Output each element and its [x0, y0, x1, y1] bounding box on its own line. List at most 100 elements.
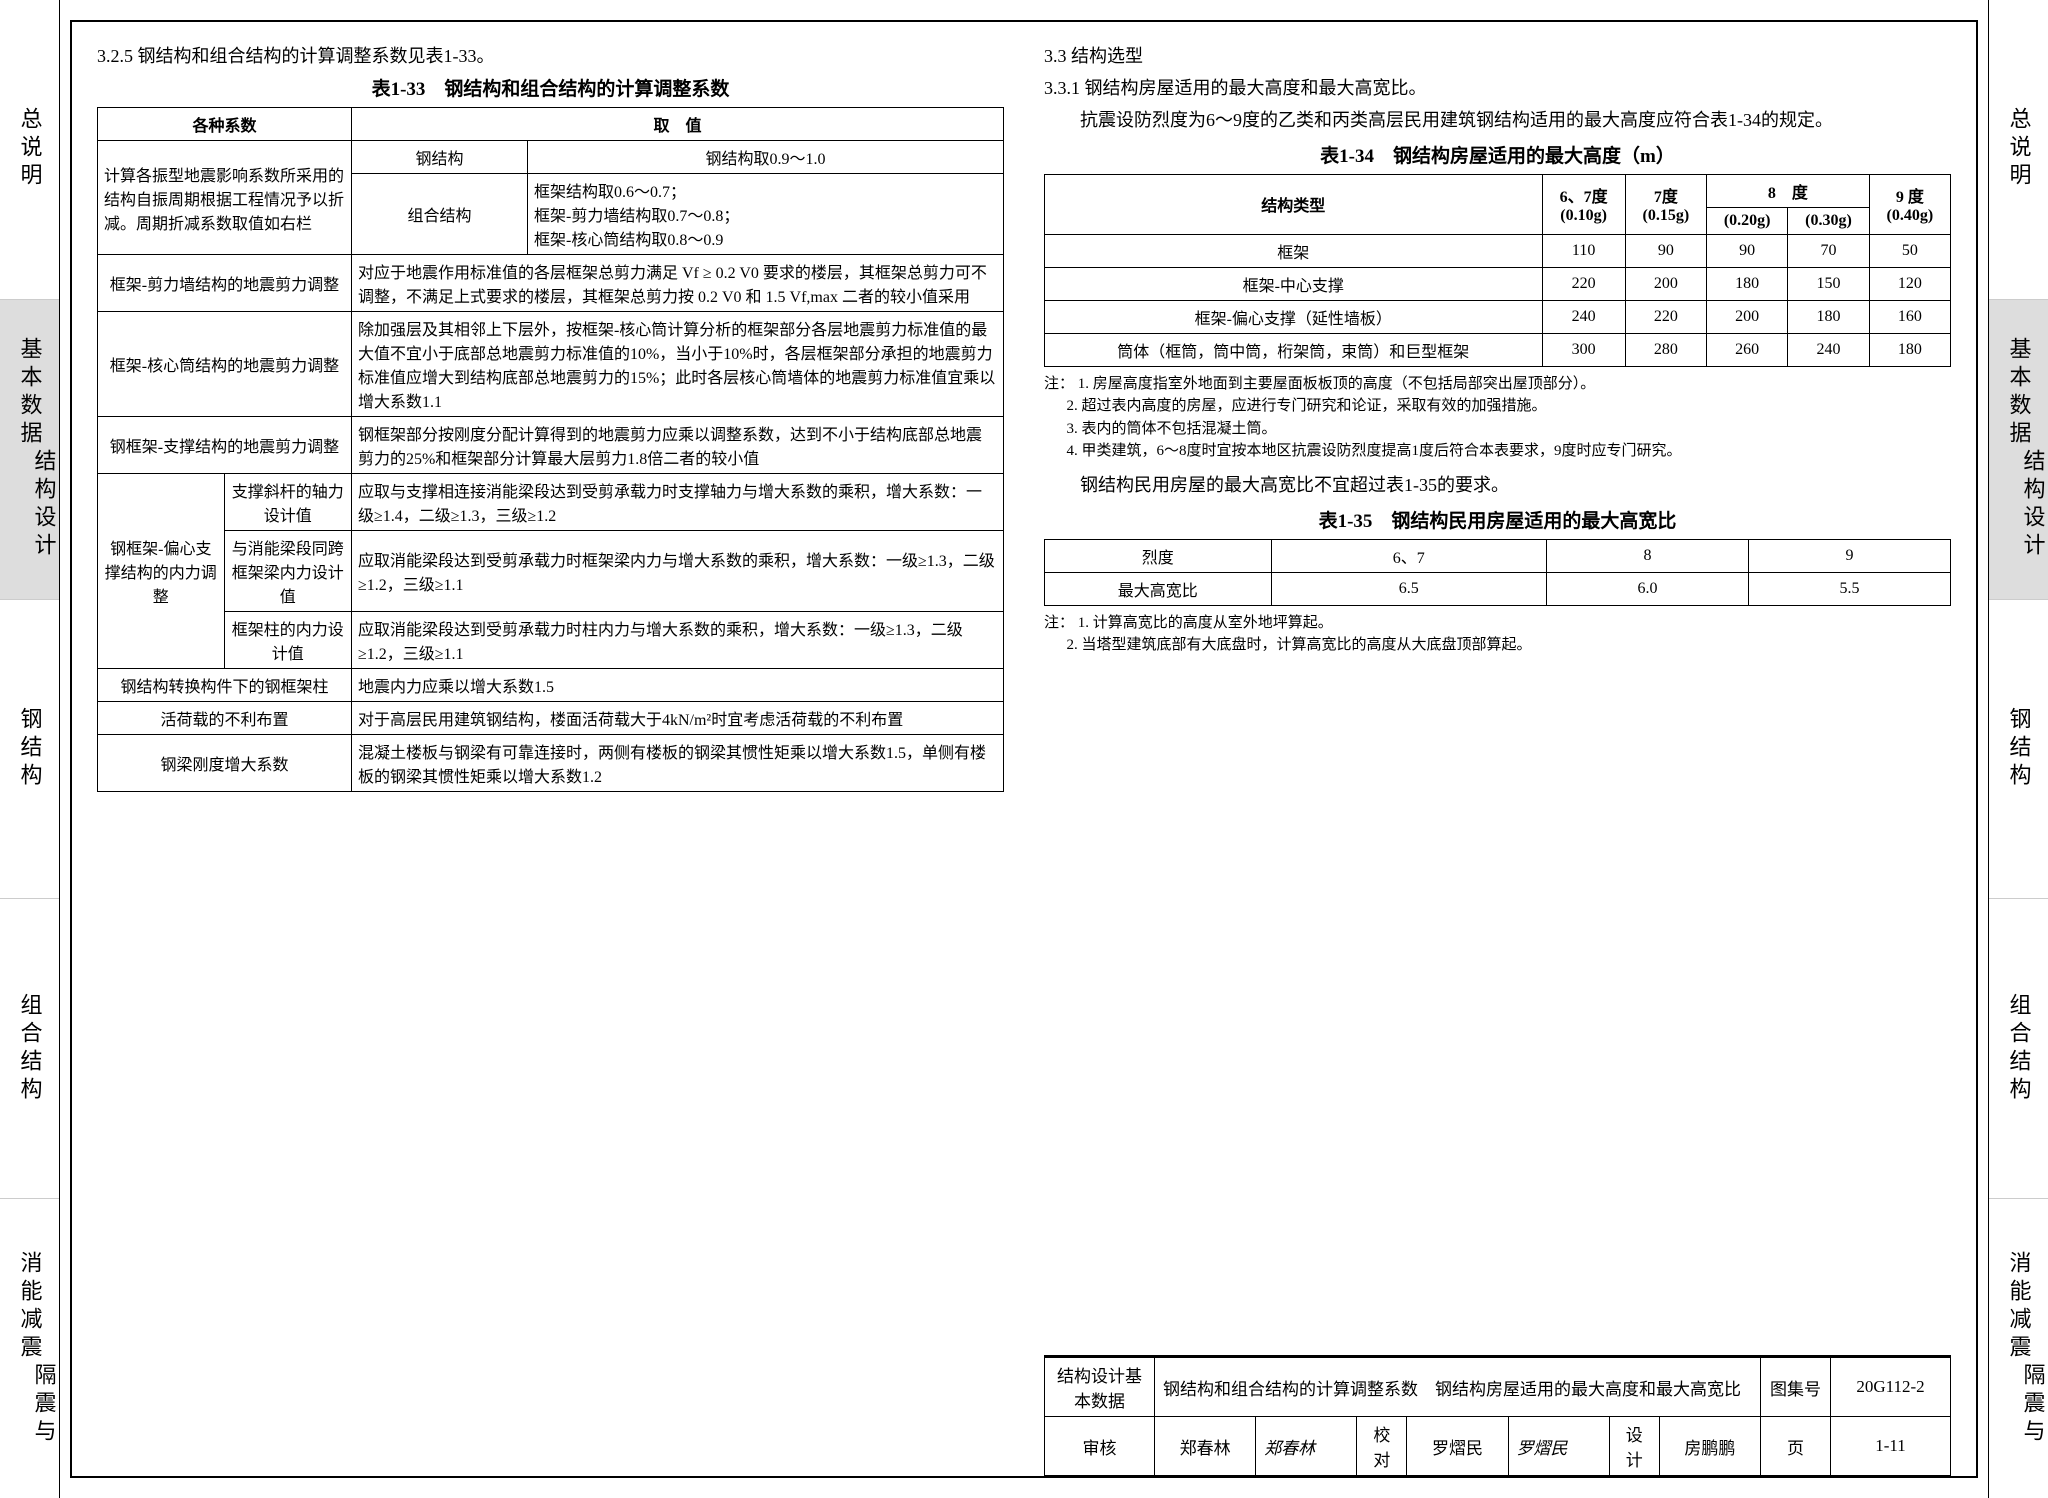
note-line: 2. 当塔型建筑底部有大底盘时，计算高宽比的高度从大底盘顶部算起。 [1044, 634, 1951, 657]
tab-label: 隔震与 [28, 1363, 60, 1447]
content-area: 3.2.5 钢结构和组合结构的计算调整系数见表1-33。 表1-33 钢结构和组… [70, 20, 1978, 1478]
tab-basic-data-r[interactable]: 基本数据 结构设计 [1989, 300, 2048, 600]
tab-composite-r[interactable]: 组合结构 [1989, 899, 2048, 1199]
t133-head-factor: 各种系数 [98, 108, 352, 141]
t133-r2c2: 对应于地震作用标准值的各层框架总剪力满足 Vf ≥ 0.2 V0 要求的楼层，其… [351, 255, 1003, 312]
t134-cell: 240 [1788, 333, 1869, 366]
tb-review-label: 审核 [1045, 1417, 1155, 1476]
t134-cell: 260 [1707, 333, 1788, 366]
t135-h2: 最大高宽比 [1045, 572, 1272, 605]
tb-category: 结构设计基本数据 [1045, 1358, 1155, 1417]
t134-cell: 筒体（框筒，筒中筒，桁架筒，束筒）和巨型框架 [1045, 333, 1543, 366]
left-column: 3.2.5 钢结构和组合结构的计算调整系数见表1-33。 表1-33 钢结构和组… [97, 42, 1004, 1476]
t133-r5bv: 应取消能梁段达到受剪承载力时框架梁内力与增大系数的乘积，增大系数：一级≥1.3，… [351, 531, 1003, 612]
tab-label: 结构设计 [28, 449, 60, 561]
t134-cell: 300 [1542, 333, 1625, 366]
t133-r1-comp: 组合结构 [351, 174, 527, 255]
t133-r1-comp-v: 框架结构取0.6～0.7； 框架-剪力墙结构取0.7～0.8； 框架-核心筒结构… [528, 174, 1004, 255]
table-1-34: 结构类型 6、7度 (0.10g) 7度 (0.15g) 8 度 9 度 (0.… [1044, 174, 1951, 367]
table-1-33: 各种系数 取 值 计算各振型地震影响系数所采用的结构自振周期根据工程情况予以折减… [97, 107, 1004, 792]
t134-cell: 200 [1707, 300, 1788, 333]
tab-composite[interactable]: 组合结构 [0, 899, 59, 1199]
t133-r2c1: 框架-剪力墙结构的地震剪力调整 [98, 255, 352, 312]
t133-r7c2: 对于高层民用建筑钢结构，楼面活荷载大于4kN/m²时宜考虑活荷载的不利布置 [351, 702, 1003, 735]
t133-r8c1: 钢梁刚度增大系数 [98, 735, 352, 792]
tab-label: 消能减震 [14, 1251, 46, 1363]
t134-cell: 90 [1625, 234, 1706, 267]
tab-overview[interactable]: 总说明 [0, 0, 59, 300]
t135-v3: 5.5 [1749, 572, 1951, 605]
t133-r3c1: 框架-核心筒结构的地震剪力调整 [98, 312, 352, 417]
note-label: 注： [1044, 615, 1074, 631]
tb-title: 钢结构和组合结构的计算调整系数 钢结构房屋适用的最大高度和最大高宽比 [1155, 1358, 1761, 1417]
tb-atlas-label: 图集号 [1761, 1358, 1831, 1417]
t133-r1-steel: 钢结构 [351, 141, 527, 174]
t134-cell: 框架-中心支撑 [1045, 267, 1543, 300]
note-line: 1. 计算高宽比的高度从室外地坪算起。 [1078, 615, 1333, 631]
section-3-2-5: 3.2.5 钢结构和组合结构的计算调整系数见表1-33。 [97, 42, 1004, 68]
t133-r1c1: 计算各振型地震影响系数所采用的结构自振周期根据工程情况予以折减。周期折减系数取值… [98, 141, 352, 255]
t133-r5cv: 应取消能梁段达到受剪承载力时柱内力与增大系数的乘积，增大系数：一级≥1.3，二级… [351, 612, 1003, 669]
t134-cell: 180 [1788, 300, 1869, 333]
tb-page-num: 1-11 [1831, 1417, 1951, 1476]
t133-r8c2: 混凝土楼板与钢梁有可靠连接时，两侧有楼板的钢梁其惯性矩乘以增大系数1.5，单侧有… [351, 735, 1003, 792]
tab-basic-data[interactable]: 基本数据 结构设计 [0, 300, 59, 600]
tab-label: 隔震与 [2017, 1363, 2048, 1447]
t133-r5c: 框架柱的内力设计值 [224, 612, 351, 669]
t135-c1: 6、7 [1271, 539, 1547, 572]
t133-r4c1: 钢框架-支撑结构的地震剪力调整 [98, 417, 352, 474]
tb-check-label: 校对 [1357, 1417, 1407, 1476]
t134-h8b: (0.30g) [1788, 207, 1869, 234]
t134-cell: 框架-偏心支撑（延性墙板） [1045, 300, 1543, 333]
t135-c3: 9 [1749, 539, 1951, 572]
t134-cell: 180 [1869, 333, 1950, 366]
tab-steel[interactable]: 钢结构 [0, 600, 59, 900]
t134-cell: 110 [1542, 234, 1625, 267]
t134-cell: 120 [1869, 267, 1950, 300]
note-label: 注： [1044, 376, 1074, 392]
t133-r3c2: 除加强层及其相邻上下层外，按框架-核心筒计算分析的框架部分各层地震剪力标准值的最… [351, 312, 1003, 417]
t134-h7: 7度 (0.15g) [1625, 174, 1706, 234]
table-1-35: 烈度 6、7 8 9 最大高宽比 6.5 6.0 5.5 [1044, 539, 1951, 606]
right-tab-column: 总说明 基本数据 结构设计 钢结构 组合结构 消能减震 隔震与 [1988, 0, 2048, 1498]
t133-r5c1: 钢框架-偏心支撑结构的内力调整 [98, 474, 225, 669]
t133-r4c2: 钢框架部分按刚度分配计算得到的地震剪力应乘以调整系数，达到不小于结构底部总地震剪… [351, 417, 1003, 474]
t134-cell: 180 [1707, 267, 1788, 300]
note-line: 1. 房屋高度指室外地面到主要屋面板板顶的高度（不包括局部突出屋顶部分）。 [1078, 376, 1596, 392]
t133-r6c2: 地震内力应乘以增大系数1.5 [351, 669, 1003, 702]
section-3-3: 3.3 结构选型 [1044, 42, 1951, 68]
tab-steel-r[interactable]: 钢结构 [1989, 600, 2048, 900]
t133-r6c1: 钢结构转换构件下的钢框架柱 [98, 669, 352, 702]
t134-cell: 70 [1788, 234, 1869, 267]
tab-isolation-r[interactable]: 消能减震 隔震与 [1989, 1199, 2048, 1498]
note-line: 2. 超过表内高度的房屋，应进行专门研究和论证，采取有效的加强措施。 [1044, 395, 1951, 418]
table-1-35-title: 表1-35 钢结构民用房屋适用的最大高宽比 [1044, 506, 1951, 533]
p-aspect-ratio: 钢结构民用房屋的最大高宽比不宜超过表1-35的要求。 [1044, 471, 1951, 500]
section-3-3-1: 3.3.1 钢结构房屋适用的最大高度和最大高宽比。 [1044, 74, 1951, 100]
tb-atlas-num: 20G112-2 [1831, 1358, 1951, 1417]
t133-r5av: 应取与支撑相连接消能梁段达到受剪承载力时支撑轴力与增大系数的乘积，增大系数：一级… [351, 474, 1003, 531]
table-1-33-title: 表1-33 钢结构和组合结构的计算调整系数 [97, 74, 1004, 101]
t134-cell: 200 [1625, 267, 1706, 300]
t133-r5b: 与消能梁段同跨框架梁内力设计值 [224, 531, 351, 612]
t135-v1: 6.5 [1271, 572, 1547, 605]
t135-v2: 6.0 [1547, 572, 1749, 605]
t134-cell: 220 [1542, 267, 1625, 300]
note-line: 3. 表内的筒体不包括混凝土筒。 [1044, 418, 1951, 441]
t134-cell: 90 [1707, 234, 1788, 267]
note-line: 4. 甲类建筑，6～8度时宜按本地区抗震设防烈度提高1度后符合本表要求，9度时应… [1044, 440, 1951, 463]
t134-h8: 8 度 [1707, 174, 1870, 207]
tab-label: 消能减震 [2003, 1251, 2035, 1363]
t134-cell: 50 [1869, 234, 1950, 267]
t133-head-value: 取 值 [351, 108, 1003, 141]
tab-label: 结构设计 [2017, 449, 2048, 561]
tb-page-label: 页 [1761, 1417, 1831, 1476]
tb-review-sig: 郑春林 [1256, 1417, 1357, 1476]
t134-cell: 220 [1625, 300, 1706, 333]
t134-cell: 240 [1542, 300, 1625, 333]
tab-overview-r[interactable]: 总说明 [1989, 0, 2048, 300]
t133-r1-steel-v: 钢结构取0.9～1.0 [528, 141, 1004, 174]
tab-isolation[interactable]: 消能减震 隔震与 [0, 1199, 59, 1498]
tab-label: 基本数据 [14, 337, 46, 449]
t134-h9: 9 度 (0.40g) [1869, 174, 1950, 234]
